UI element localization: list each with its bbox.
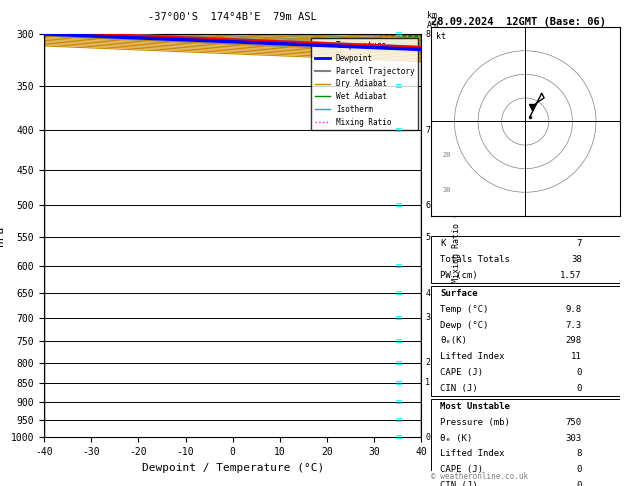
Text: θₑ(K): θₑ(K) (440, 336, 467, 346)
Text: 38: 38 (571, 255, 582, 264)
X-axis label: Dewpoint / Temperature (°C): Dewpoint / Temperature (°C) (142, 463, 324, 473)
Text: 4: 4 (425, 289, 430, 297)
Text: Temp (°C): Temp (°C) (440, 305, 489, 314)
Text: 0: 0 (576, 383, 582, 393)
Text: 28.09.2024  12GMT (Base: 06): 28.09.2024 12GMT (Base: 06) (431, 17, 606, 27)
Text: ≡: ≡ (396, 378, 403, 388)
Text: Most Unstable: Most Unstable (440, 402, 510, 411)
Text: 1.57: 1.57 (560, 271, 582, 280)
Text: θₑ (K): θₑ (K) (440, 434, 472, 443)
Text: ≡: ≡ (396, 29, 403, 39)
Text: ≡: ≡ (396, 415, 403, 425)
Text: PW (cm): PW (cm) (440, 271, 478, 280)
Text: Totals Totals: Totals Totals (440, 255, 510, 264)
Text: ≡: ≡ (396, 397, 403, 407)
Text: CAPE (J): CAPE (J) (440, 368, 483, 377)
Text: Dewp (°C): Dewp (°C) (440, 320, 489, 330)
Text: 0: 0 (576, 465, 582, 474)
Bar (431, 286, 620, 396)
Bar (431, 236, 620, 283)
Text: ≡: ≡ (396, 288, 403, 298)
Text: 0: 0 (576, 368, 582, 377)
Bar (431, 399, 620, 486)
Text: CAPE (J): CAPE (J) (440, 465, 483, 474)
Text: 8: 8 (425, 30, 430, 38)
Text: 0: 0 (576, 481, 582, 486)
Y-axis label: hPa: hPa (0, 226, 5, 246)
Text: ≡: ≡ (396, 336, 403, 346)
Text: K: K (440, 239, 446, 248)
Text: ≡: ≡ (396, 200, 403, 210)
Text: 0: 0 (425, 433, 430, 442)
Text: 20: 20 (443, 152, 451, 158)
Text: CIN (J): CIN (J) (440, 383, 478, 393)
Text: ≡: ≡ (396, 313, 403, 323)
Text: kt: kt (435, 32, 445, 41)
Text: ≡: ≡ (396, 125, 403, 136)
Text: Lifted Index: Lifted Index (440, 352, 505, 361)
Text: 5: 5 (425, 233, 430, 242)
Text: ≡: ≡ (396, 358, 403, 367)
Text: 7.3: 7.3 (565, 320, 582, 330)
Text: 7: 7 (425, 126, 430, 135)
Text: 2: 2 (425, 358, 430, 367)
Text: Lifted Index: Lifted Index (440, 449, 505, 458)
Text: ≡: ≡ (396, 81, 403, 91)
Text: 3: 3 (425, 313, 430, 322)
Text: 6: 6 (425, 201, 430, 209)
Text: ≡: ≡ (396, 261, 403, 271)
Text: ≡: ≡ (396, 433, 403, 442)
Text: 7: 7 (576, 239, 582, 248)
Text: 30: 30 (443, 187, 451, 193)
Text: 298: 298 (565, 336, 582, 346)
Text: Pressure (mb): Pressure (mb) (440, 417, 510, 427)
Text: Mixing Ratio (g/kg): Mixing Ratio (g/kg) (452, 188, 460, 283)
Text: 9.8: 9.8 (565, 305, 582, 314)
Text: km
ASL: km ASL (427, 11, 442, 30)
Text: 1: 1 (425, 379, 430, 387)
Text: -37°00'S  174°4B'E  79m ASL: -37°00'S 174°4B'E 79m ASL (148, 12, 317, 22)
Legend: Temperature, Dewpoint, Parcel Trajectory, Dry Adiabat, Wet Adiabat, Isotherm, Mi: Temperature, Dewpoint, Parcel Trajectory… (311, 38, 418, 130)
Text: 750: 750 (565, 417, 582, 427)
Text: 11: 11 (571, 352, 582, 361)
Text: CIN (J): CIN (J) (440, 481, 478, 486)
Text: © weatheronline.co.uk: © weatheronline.co.uk (431, 472, 528, 481)
Text: Surface: Surface (440, 289, 478, 298)
Text: 303: 303 (565, 434, 582, 443)
Text: 8: 8 (576, 449, 582, 458)
